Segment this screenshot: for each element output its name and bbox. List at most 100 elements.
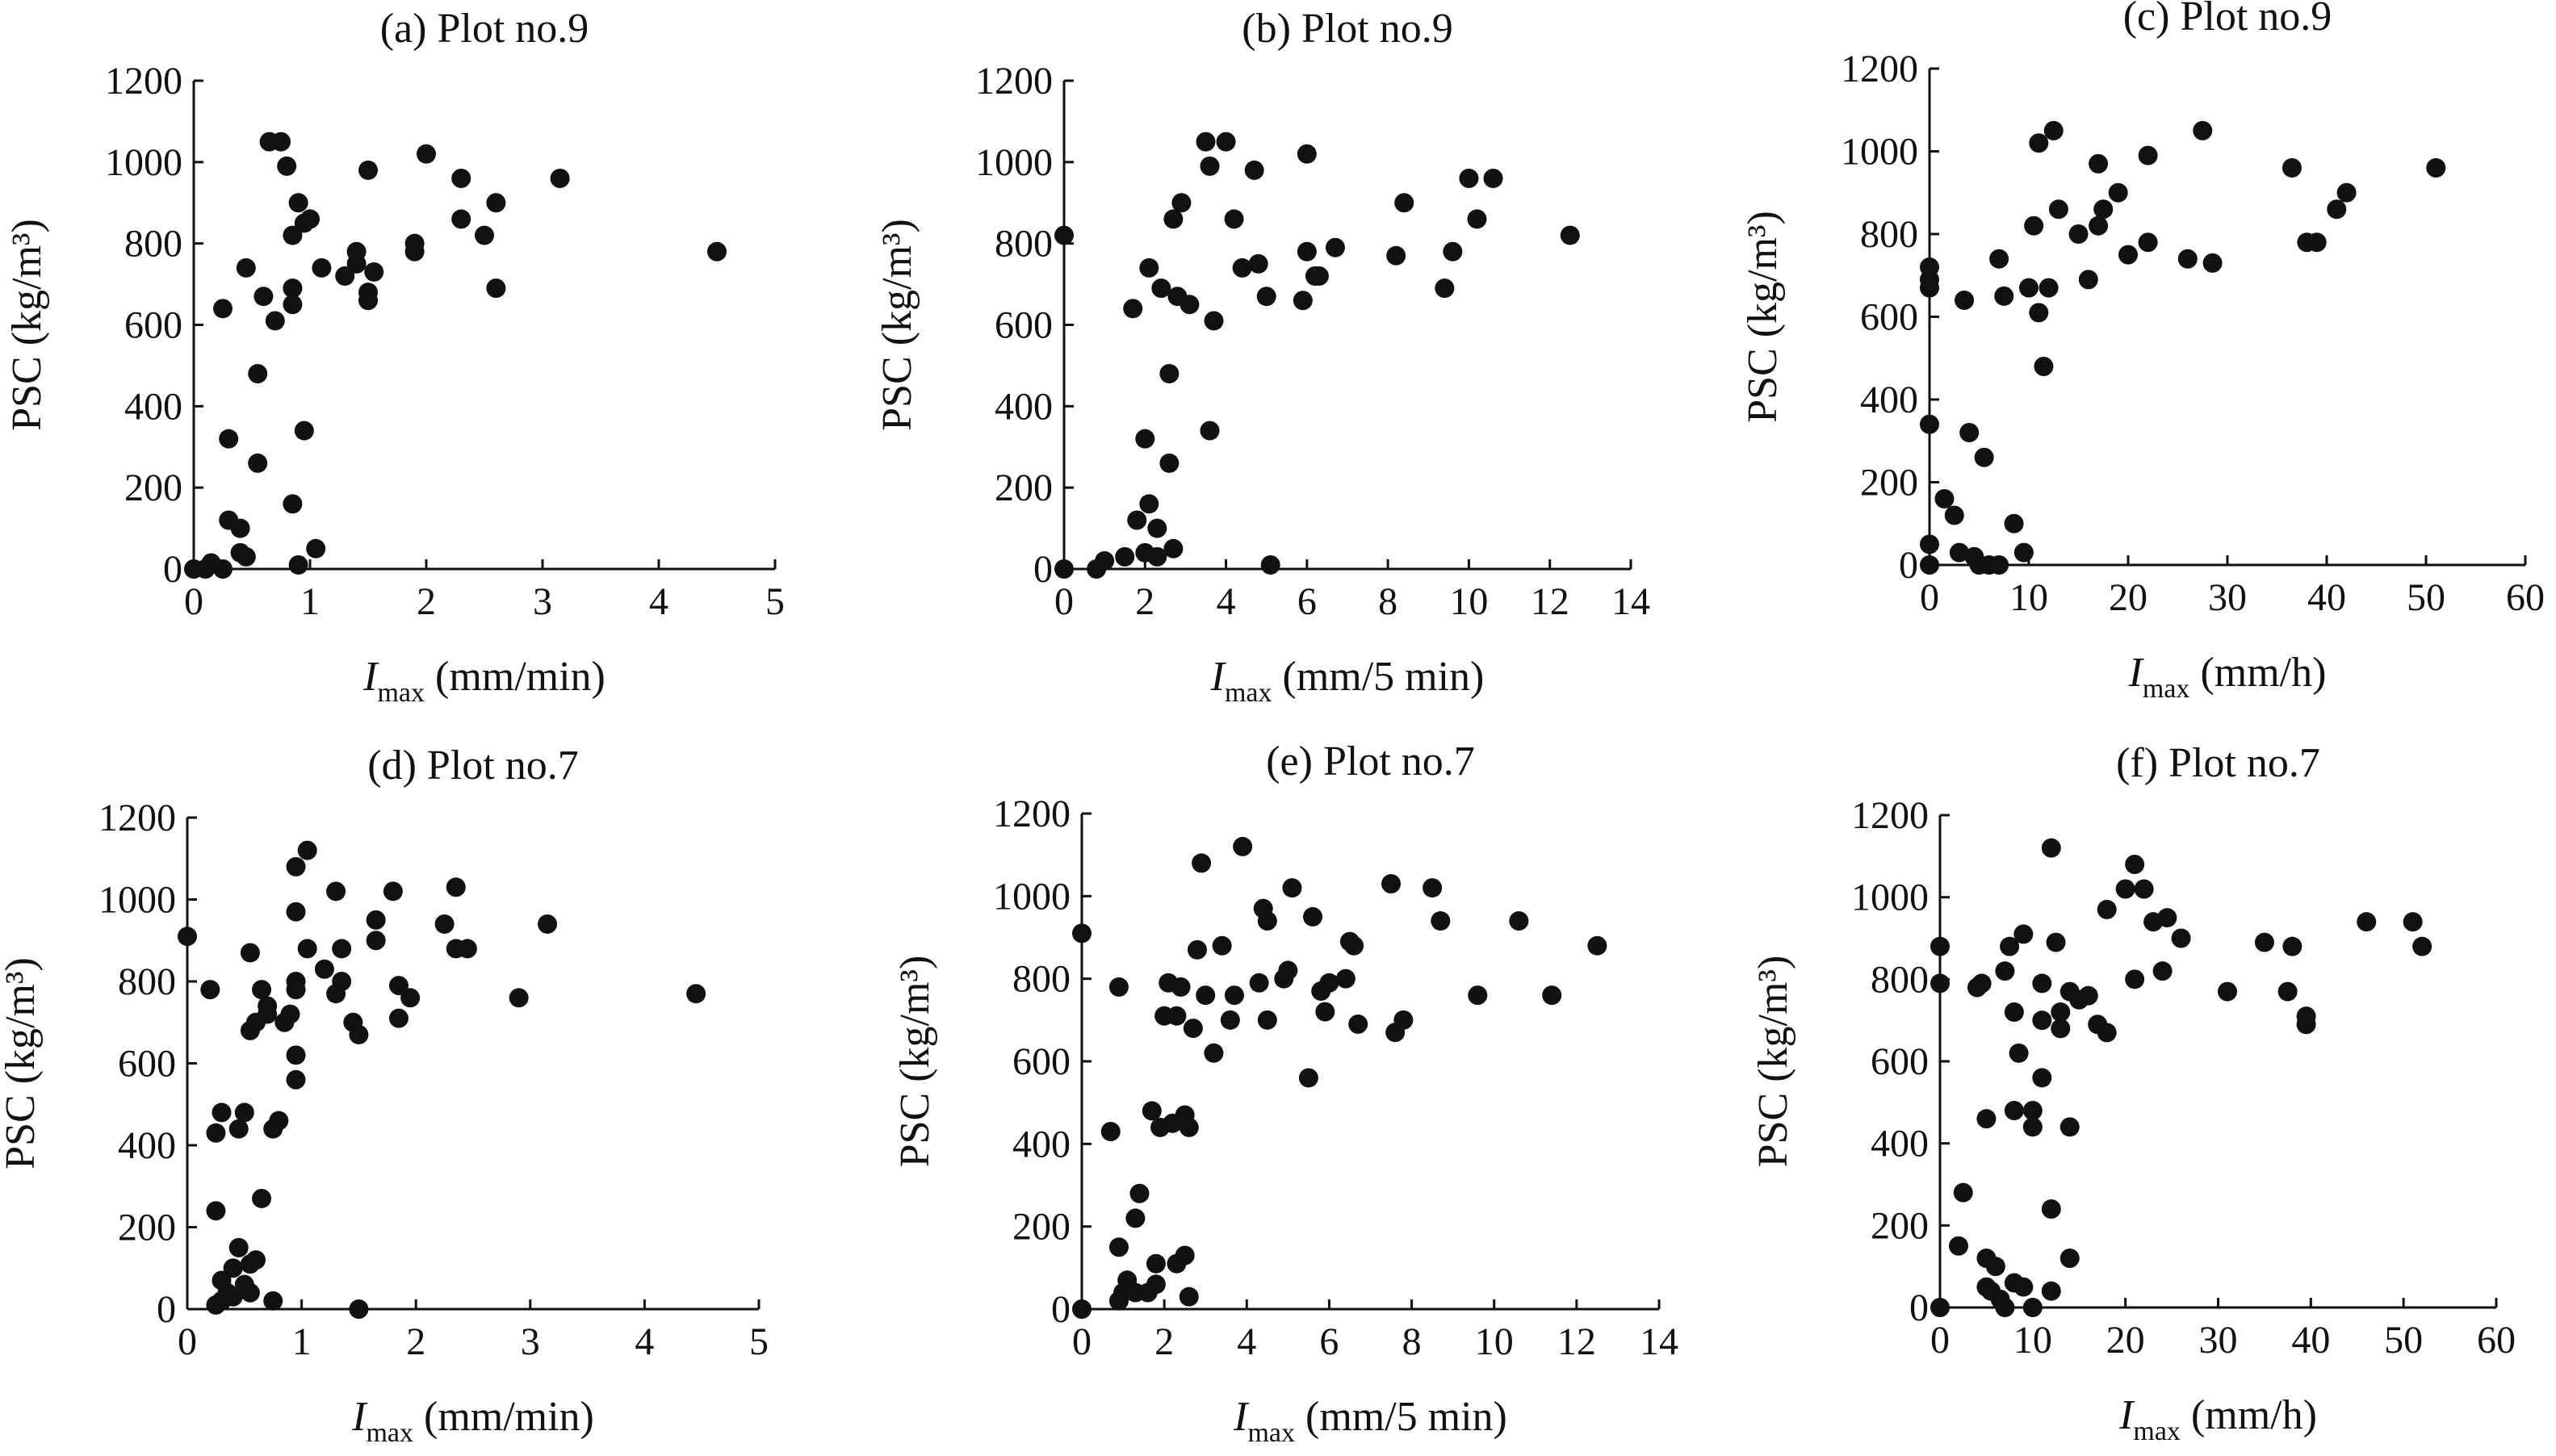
y-axis-label: PSC (kg/m³) (874, 219, 920, 431)
x-tick-label: 4 (1237, 1320, 1256, 1363)
x-tick-label: 10 (2009, 576, 2048, 619)
data-point (2403, 912, 2423, 932)
data-point (1159, 453, 1180, 473)
data-point (1953, 1182, 1973, 1203)
data-point (297, 939, 317, 959)
y-tick-label: 1000 (975, 141, 1053, 184)
data-point (240, 1282, 260, 1303)
data-point (228, 1237, 249, 1257)
y-tick-label: 0 (1033, 548, 1053, 591)
y-tick-label: 200 (995, 467, 1053, 509)
y-tick-label: 800 (118, 960, 176, 1003)
y-tick-label: 1000 (1841, 131, 1918, 174)
x-tick-label: 10 (1449, 580, 1488, 623)
data-point (1303, 906, 1322, 927)
data-point (2171, 928, 2191, 948)
data-point (2125, 855, 2145, 874)
data-point (707, 241, 727, 261)
data-point (1108, 977, 1129, 997)
data-point (1167, 1006, 1187, 1026)
y-tick-label: 800 (1012, 958, 1071, 1001)
data-point (1423, 878, 1443, 898)
x-axis-label-subscript: max (1247, 1418, 1295, 1448)
x-tick-label: 2 (417, 580, 436, 623)
data-point (1431, 911, 1451, 931)
data-point (286, 1069, 306, 1090)
data-point (213, 299, 233, 319)
data-point (1146, 1253, 1166, 1274)
x-axis-label: Imax (mm/5 min) (1233, 1394, 1507, 1448)
data-point (1196, 985, 1216, 1006)
data-point (2193, 120, 2213, 140)
data-point (1955, 291, 1975, 310)
chart-title: (a) Plot no.9 (380, 6, 589, 52)
data-point (2000, 936, 2020, 956)
data-point (1179, 1117, 1199, 1137)
data-point (1125, 1208, 1146, 1228)
data-point (1180, 295, 1200, 315)
data-point (1163, 209, 1184, 229)
data-point (1147, 546, 1167, 567)
data-point (2125, 969, 2145, 989)
data-point (2024, 215, 2044, 236)
data-point (286, 856, 306, 877)
data-point (2039, 278, 2059, 298)
y-axis-label: PSC (kg/m³) (1740, 211, 1786, 423)
x-tick-label: 2 (406, 1320, 425, 1363)
data-point (1467, 209, 1487, 229)
data-point (1200, 420, 1220, 441)
data-point (2013, 1277, 2034, 1297)
chart-title: (e) Plot no.7 (1266, 738, 1475, 784)
data-point (286, 902, 306, 922)
data-point (1560, 225, 1580, 245)
data-point (2118, 245, 2138, 265)
y-tick-label: 0 (1051, 1288, 1071, 1331)
data-point (1171, 977, 1191, 997)
data-point (312, 257, 332, 278)
data-point (2029, 133, 2049, 153)
data-point (434, 914, 455, 934)
data-point (1151, 278, 1171, 299)
y-axis-label: PSC (kg/m³) (0, 957, 44, 1169)
data-point (446, 877, 466, 897)
data-point (1509, 911, 1529, 931)
data-point (2426, 158, 2446, 178)
x-axis-label-subscript: max (377, 678, 425, 708)
data-point (1386, 245, 1406, 266)
data-point (1257, 1010, 1277, 1030)
data-point (2041, 1281, 2061, 1301)
y-tick-label: 600 (995, 304, 1053, 347)
data-point (1054, 225, 1074, 245)
data-point (2138, 232, 2158, 253)
chart-panel: (d) Plot no.7 0 200 400 600 800 1000 1200 0 1 2 3 4 5… (0, 743, 769, 1448)
data-point (1930, 936, 1950, 956)
data-point (314, 959, 334, 979)
data-point (1381, 873, 1402, 893)
data-point (1971, 973, 1992, 994)
data-point (2022, 1117, 2043, 1137)
data-point (1108, 1237, 1129, 1257)
data-point (1146, 1274, 1166, 1295)
data-point (1100, 1121, 1121, 1141)
data-point (335, 266, 355, 286)
data-point (2041, 838, 2061, 858)
data-point (1256, 287, 1276, 307)
x-tick-label: 40 (2307, 576, 2346, 619)
data-point (1224, 209, 1244, 229)
data-point (1248, 253, 1268, 274)
data-point (475, 225, 494, 245)
data-point (1989, 555, 2009, 575)
data-point (2254, 932, 2274, 952)
data-point (2115, 879, 2135, 899)
data-point (686, 984, 706, 1004)
data-point (2138, 145, 2158, 165)
data-point (1054, 559, 1074, 579)
data-point (1175, 1245, 1195, 1266)
x-tick-label: 14 (1611, 580, 1650, 623)
x-axis-label-subscript: max (2143, 674, 2190, 704)
x-tick-label: 8 (1378, 580, 1397, 623)
y-tick-label: 400 (995, 385, 1053, 428)
y-tick-label: 1000 (105, 141, 182, 184)
x-tick-label: 20 (2109, 576, 2147, 619)
